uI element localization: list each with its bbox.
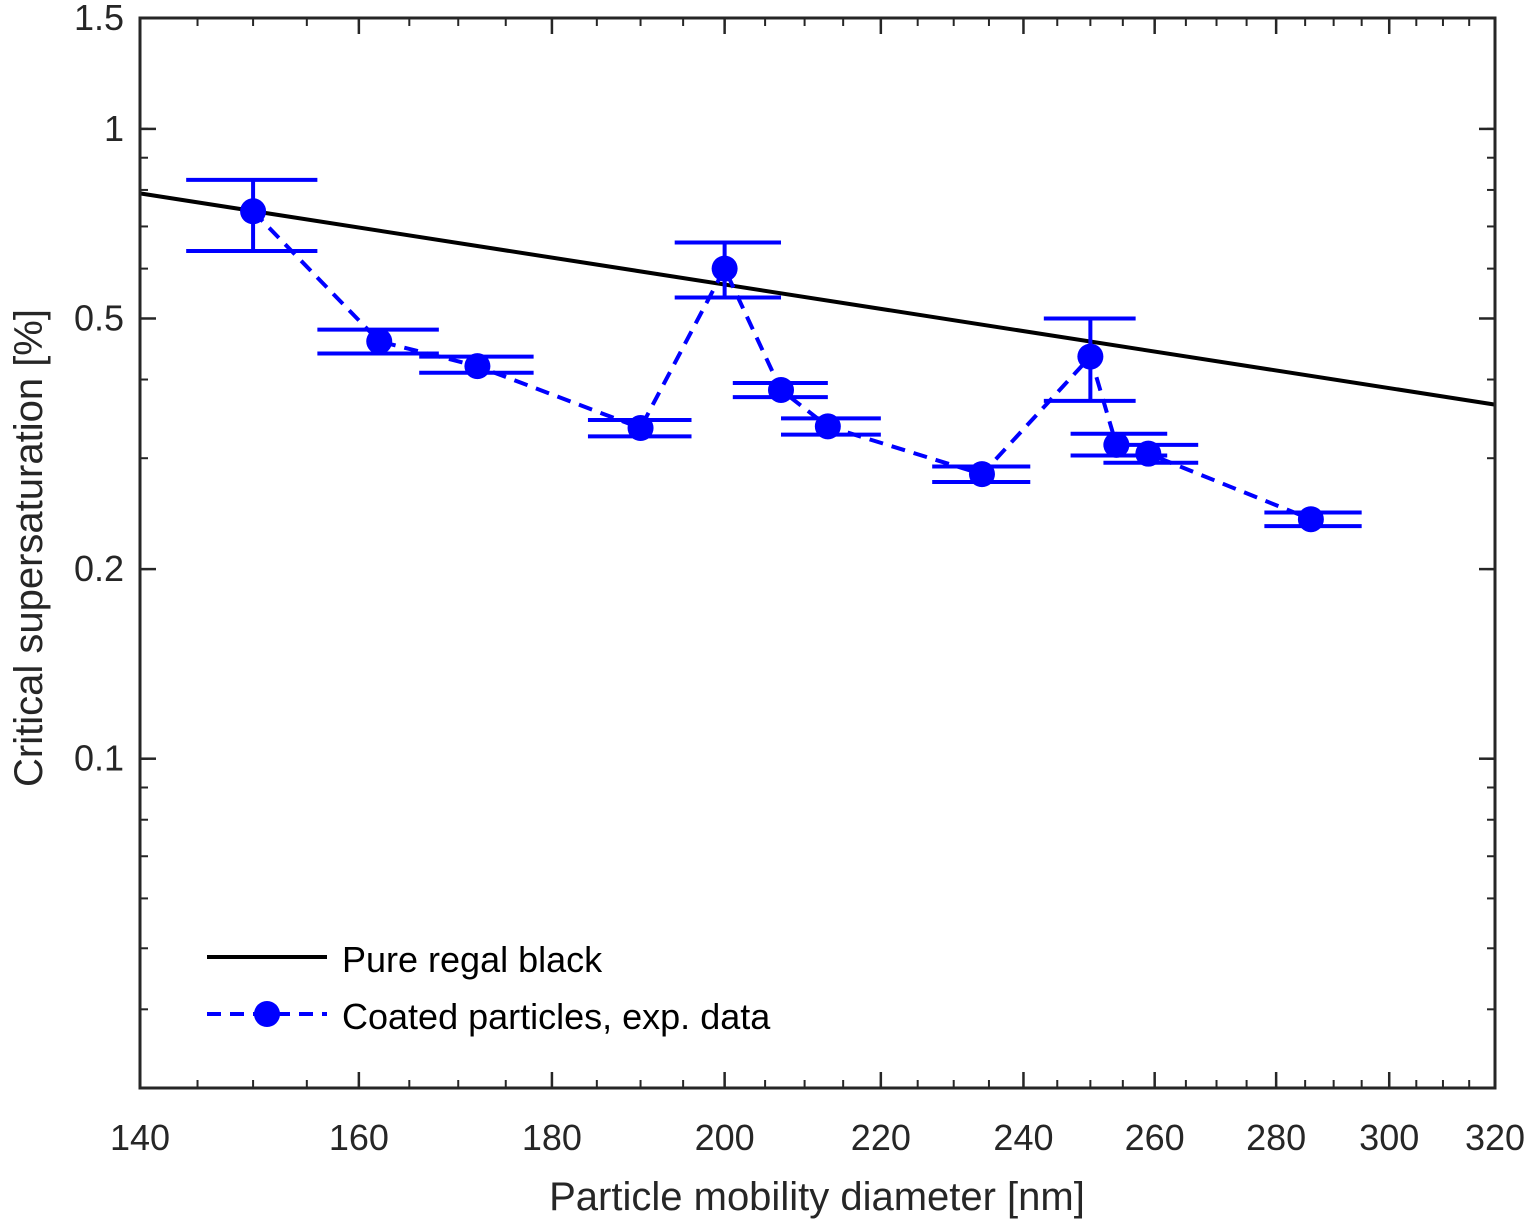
- data-point: [627, 415, 654, 442]
- tick-labels: 140 160 180 200 220 240 260 280 300 320 0.1 0.2 0.5 1…: [74, 0, 1525, 1158]
- data-point: [464, 353, 491, 380]
- x-tick-label: 160: [329, 1117, 389, 1158]
- x-tick-label: 300: [1359, 1117, 1419, 1158]
- data-point: [711, 255, 738, 282]
- data-point: [240, 198, 267, 225]
- x-tick-label: 220: [851, 1117, 911, 1158]
- x-tick-label: 320: [1465, 1117, 1525, 1158]
- x-tick-label: 200: [695, 1117, 755, 1158]
- x-tick-label: 260: [1125, 1117, 1185, 1158]
- x-tick-label: 280: [1246, 1117, 1306, 1158]
- x-tick-label: 180: [522, 1117, 582, 1158]
- data-point: [1077, 343, 1104, 370]
- plot-frame: [138, 16, 1497, 1090]
- data-point: [1135, 440, 1162, 467]
- x-tick-label: 140: [110, 1117, 170, 1158]
- pure-regal-black-line: [139, 191, 1496, 407]
- x-tick-label: 240: [993, 1117, 1053, 1158]
- data-point: [768, 376, 795, 403]
- data-point: [1103, 431, 1130, 458]
- y-tick-label: 0.1: [74, 738, 124, 779]
- y-tick-label: 1.5: [74, 0, 124, 38]
- data-point: [1297, 506, 1324, 533]
- legend: Pure regal black Coated particles, exp. …: [207, 939, 771, 1037]
- data-point: [968, 461, 995, 488]
- legend-label-coated-particles: Coated particles, exp. data: [342, 996, 771, 1037]
- legend-marker-coated-particles: [254, 1001, 280, 1027]
- x-axis-title: Particle mobility diameter [nm]: [549, 1175, 1085, 1219]
- y-tick-label: 1: [104, 108, 124, 149]
- exp-data-layer: [186, 177, 1362, 533]
- y-axis-title: Critical supersaturation [%]: [7, 309, 51, 787]
- plot-area: [140, 18, 1495, 1088]
- y-tick-label: 0.5: [74, 297, 124, 338]
- reference-line-layer: [139, 191, 1496, 407]
- legend-label-pure-regal-black: Pure regal black: [342, 939, 603, 980]
- data-point: [366, 328, 393, 355]
- y-tick-label: 0.2: [74, 548, 124, 589]
- data-point: [814, 413, 841, 440]
